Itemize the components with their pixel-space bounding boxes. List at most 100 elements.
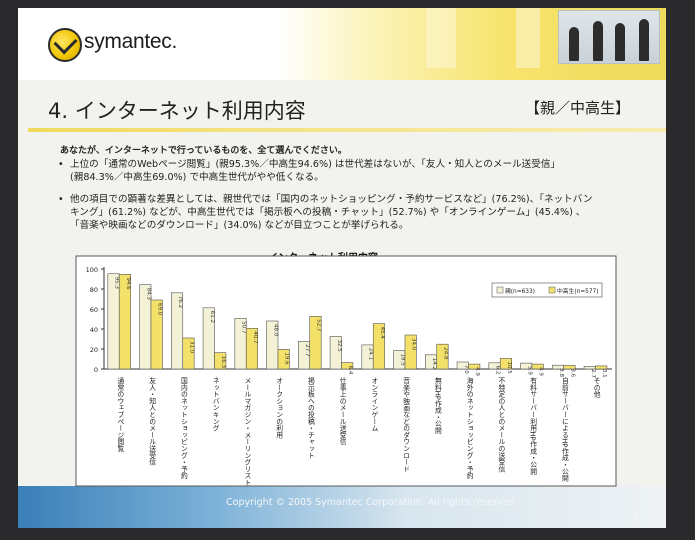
bar-student — [118, 274, 131, 370]
data-label: 45.4 — [379, 327, 385, 340]
data-label: 19.6 — [284, 352, 290, 365]
slide-title: 4. インターネット利用内容 — [48, 99, 306, 123]
bar-student — [309, 315, 322, 370]
data-label: 14.2 — [431, 358, 437, 370]
person-silhouette — [639, 19, 649, 61]
bar-parent — [266, 320, 279, 370]
bar-student — [595, 365, 608, 370]
bullet-line: 「音楽や映画などのダウンロード」(34.0%) などが目立つことが挙げられる。 — [70, 220, 409, 231]
logo-text: symantec. — [84, 30, 177, 53]
category-label: 有料サーバー利用HP作成・公開 — [529, 376, 537, 476]
legend-swatch — [496, 286, 504, 294]
data-label: 61.2 — [209, 311, 215, 323]
data-label: 6.4 — [347, 366, 353, 375]
bar-student — [468, 363, 481, 370]
data-label: 10.5 — [506, 362, 512, 375]
data-label: 6.2 — [495, 366, 501, 375]
data-label: 2.7 — [590, 369, 596, 378]
copyright: Copyright © 2005 Symantec Corporation. A… — [226, 497, 518, 508]
bar-student — [404, 334, 417, 370]
bar-student — [277, 349, 290, 370]
category-label: 通常のウェブページ閲覧 — [116, 376, 124, 453]
header-band — [18, 8, 666, 80]
data-label: 4.9 — [474, 367, 480, 376]
legend-swatch — [548, 286, 556, 294]
bullet-line: 他の項目での顕著な差異としては、親世代では「国内のネットショッピング・予約サービ… — [70, 194, 593, 205]
y-tick-label: 20 — [90, 346, 98, 354]
category-label: メールマガジン・メーリングリスト — [243, 377, 251, 486]
bullet-line: (親84.3%／中高生69.0%) で中高生世代がやや低くなる。 — [70, 172, 324, 183]
data-label: 24.1 — [368, 348, 374, 360]
page-number: 9 — [632, 512, 638, 522]
footer-band — [18, 486, 666, 528]
data-label: 32.5 — [336, 340, 342, 353]
legend-box — [491, 282, 603, 298]
y-tick-label: 0 — [94, 366, 98, 374]
legend-label: 親(n=633) — [505, 287, 535, 295]
person-silhouette — [593, 21, 603, 61]
y-tick-label: 40 — [90, 326, 98, 334]
y-tick-label: 60 — [90, 306, 98, 314]
person-silhouette — [615, 23, 625, 61]
data-label: 69.0 — [157, 303, 163, 316]
data-label: 94.6 — [125, 277, 131, 290]
category-label: 無料HP作成・公開 — [433, 376, 441, 435]
symantec-logo-icon — [48, 28, 82, 62]
data-label: 52.7 — [315, 319, 321, 332]
bullet-line: 上位の「通常のWebページ閲覧」(親95.3%／中高生94.6%) は世代差はな… — [70, 159, 561, 170]
data-label: 48.0 — [272, 324, 278, 337]
bar-student — [372, 323, 385, 370]
data-label: 18.5 — [399, 354, 405, 367]
category-label: 仕事上のメール送受信 — [338, 376, 346, 446]
bullet-2: • 他の項目での顕著な差異としては、親世代では「国内のネットショッピング・予約サ… — [58, 193, 593, 232]
bar-parent — [171, 292, 184, 370]
data-label: 3.8 — [558, 368, 564, 377]
y-tick-label: 100 — [86, 266, 98, 274]
data-label: 31.0 — [188, 341, 194, 354]
category-label: ネットバンキング — [211, 377, 219, 432]
person-silhouette — [569, 27, 579, 61]
data-label: 27.7 — [304, 344, 310, 357]
bullet-dot: • — [58, 159, 64, 170]
bar-parent — [202, 307, 215, 370]
data-label: 34.0 — [411, 338, 417, 351]
bar-parent — [329, 336, 342, 370]
data-label: 7.0 — [463, 365, 469, 374]
data-label: 95.3 — [114, 277, 120, 290]
bar-student — [150, 299, 163, 370]
category-label: 不特定の人とのメールの送受信 — [497, 377, 505, 473]
data-label: 76.2 — [177, 296, 183, 308]
category-label: 音楽や映画などのダウンロード — [402, 376, 410, 472]
bar-student — [436, 343, 449, 370]
data-label: 3.1 — [601, 369, 607, 378]
bar-student — [245, 327, 258, 370]
data-label: 16.3 — [220, 356, 226, 369]
slide-tag: 【親／中高生】 — [525, 99, 631, 117]
data-label: 3.6 — [569, 368, 575, 377]
data-label: 4.9 — [538, 367, 544, 376]
category-label: オークションの利用 — [275, 377, 283, 439]
category-label: 国内のネットショッピング・予約 — [179, 377, 187, 480]
data-label: 5.9 — [526, 366, 532, 375]
category-label: オンラインゲーム — [370, 377, 378, 432]
bullet-dot: • — [58, 194, 64, 205]
category-label: 自前サーバーによるHP作成・公開 — [560, 376, 568, 483]
bullet-line: キング」(61.2%) などが、中高生世代では「掲示板への投稿・チャット」(52… — [70, 207, 586, 218]
survey-question: あなたが、インターネットで行っているものを、全て選んでください。 — [60, 146, 347, 156]
data-label: 24.8 — [442, 347, 448, 360]
business-people-photo — [558, 10, 660, 64]
title-rule — [28, 128, 666, 132]
bar-student — [214, 352, 227, 370]
category-label: 掲示板への投稿・チャット — [306, 376, 314, 459]
data-label: 40.7 — [252, 331, 258, 344]
data-label: 84.3 — [145, 288, 151, 301]
data-label: 50.7 — [241, 321, 247, 334]
legend-label: 中高生(n=577) — [557, 287, 599, 295]
bar-student — [563, 365, 576, 370]
bar-student — [341, 362, 354, 370]
y-tick-label: 80 — [90, 286, 98, 294]
bar-student — [182, 337, 195, 370]
category-label: 海外のネットショッピング・予約 — [465, 376, 473, 480]
bar-student — [499, 358, 512, 370]
